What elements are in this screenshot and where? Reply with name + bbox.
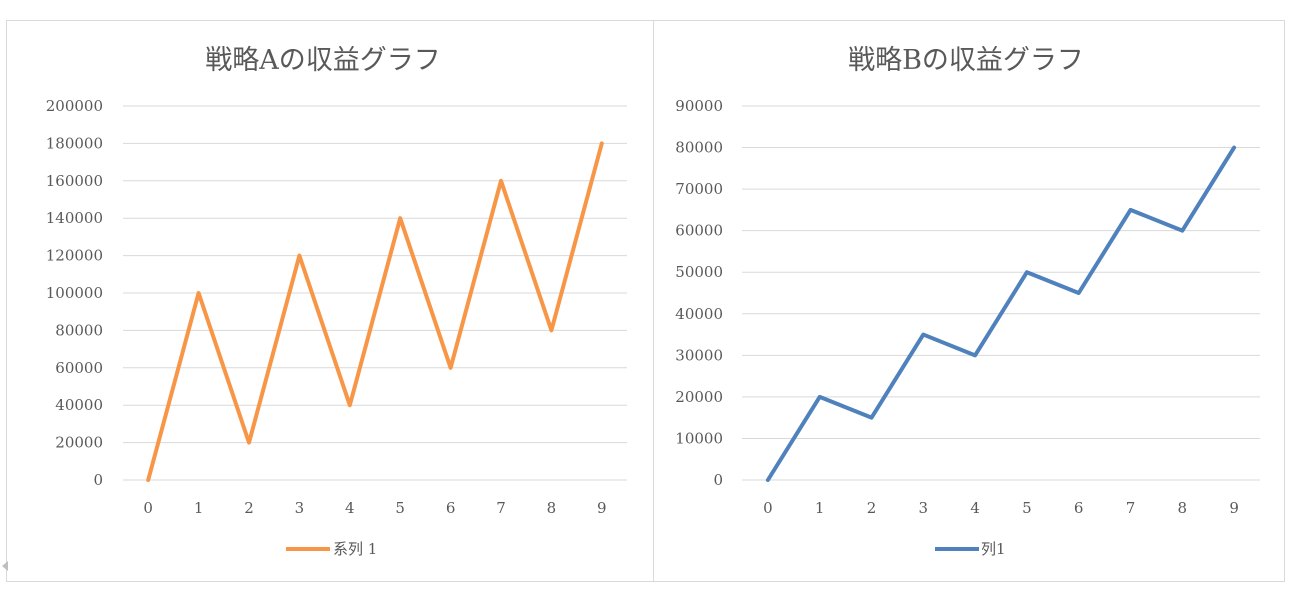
chart-b-series-line [765, 145, 1237, 482]
chart-a-xtick-label: 1 [194, 499, 204, 517]
chart-a-ytick-label: 80000 [55, 321, 103, 339]
chart-a-ytick-label: 180000 [46, 134, 103, 152]
chart-b-xtick-label: 1 [815, 499, 825, 517]
chart-b-xtick-label: 2 [867, 499, 877, 517]
chart-a-ytick-label: 0 [93, 471, 103, 489]
chart-b-ytick-label: 90000 [675, 97, 723, 115]
chart-b-xtick-label: 8 [1178, 499, 1188, 517]
chart-a-xtick-label: 8 [547, 499, 557, 517]
chart-a-ytick-label: 140000 [46, 209, 103, 227]
chart-b-svg: 戦略Bの収益グラフ 0 10000 20000 30000 40000 50000 6000… [675, 45, 1260, 558]
chart-a-series-line [146, 141, 604, 482]
chart-b-ytick-label: 10000 [675, 429, 723, 447]
chart-b-ytick-label: 0 [713, 471, 723, 489]
chart-b-legend-label: 列1 [981, 540, 1006, 558]
chart-a-svg: 戦略Aの収益グラフ 020000400006000080000100000120… [46, 45, 627, 558]
chart-a-ytick-label: 200000 [46, 97, 103, 115]
chart-b-xtick-label: 6 [1074, 499, 1084, 517]
chart-b-ytick-label: 50000 [675, 263, 723, 281]
chart-a-ytick-label: 60000 [55, 359, 103, 377]
chart-b-ytick-label: 80000 [675, 139, 723, 157]
chart-b-ytick-label: 70000 [675, 180, 723, 198]
chart-a-xtick-label: 4 [345, 499, 355, 517]
chart-panel-strategy-b: 戦略Bの収益グラフ 0 10000 20000 30000 40000 50000 6000… [654, 20, 1285, 582]
chart-panel-strategy-a: 戦略Aの収益グラフ 0 20000 40000 60000 80000 100000 120… [6, 20, 655, 582]
chart-b-xtick-label: 7 [1126, 499, 1136, 517]
chart-b-xtick-label: 3 [919, 499, 929, 517]
chart-b-ytick-label: 20000 [675, 388, 723, 406]
collapse-arrow-icon[interactable] [0, 560, 8, 572]
chart-b-xtick-label: 9 [1229, 499, 1239, 517]
chart-b-ytick-label: 60000 [675, 222, 723, 240]
chart-b-ytick-label: 40000 [675, 305, 723, 323]
chart-a-xtick-label: 3 [295, 499, 305, 517]
chart-a-ytick-label: 160000 [46, 172, 103, 190]
chart-a-title: 戦略Aの収益グラフ [205, 45, 441, 76]
chart-a-xtick-label: 5 [395, 499, 405, 517]
chart-a-xtick-label: 6 [446, 499, 456, 517]
chart-a-xtick-label: 2 [244, 499, 254, 517]
chart-a-ytick-label: 40000 [55, 396, 103, 414]
chart-b-ytick-label: 30000 [675, 346, 723, 364]
chart-b-xtick-label: 4 [970, 499, 980, 517]
chart-b-xtick-label: 5 [1022, 499, 1032, 517]
chart-a-ytick-label: 20000 [55, 434, 103, 452]
chart-a-ytick-label: 100000 [46, 284, 103, 302]
chart-b-title: 戦略Bの収益グラフ [848, 45, 1084, 76]
chart-a-xtick-label: 7 [496, 499, 506, 517]
chart-a-ytick-label: 120000 [46, 247, 103, 265]
chart-a-legend-label: 系列 1 [333, 540, 377, 558]
chart-b-xtick-label: 0 [763, 499, 773, 517]
chart-a-xtick-label: 0 [143, 499, 153, 517]
chart-a-xtick-label: 9 [597, 499, 607, 517]
